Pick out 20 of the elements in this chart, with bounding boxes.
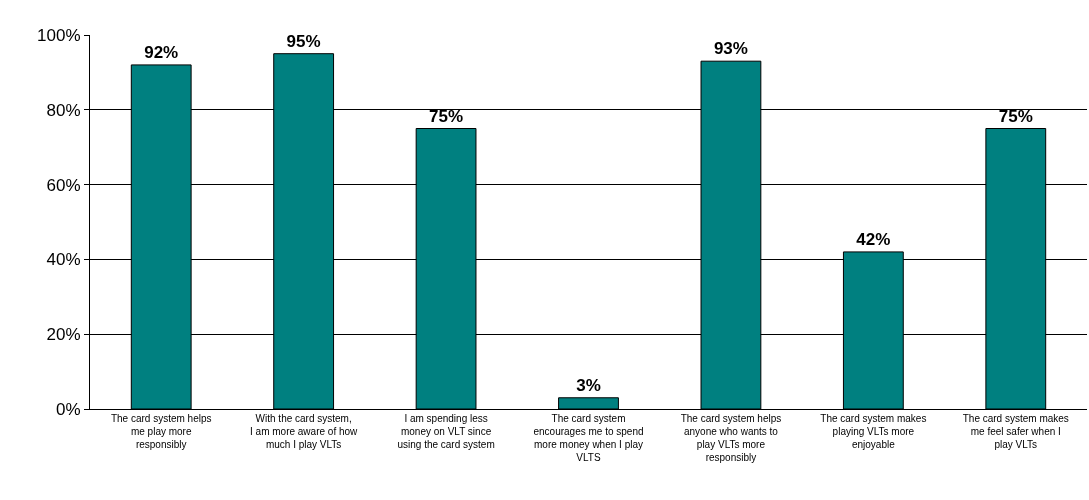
x-tick-label: The card system helps anyone who wants to play VLTs more responsibly	[680, 413, 782, 463]
data-label: 75%	[998, 106, 1033, 126]
data-label: 92%	[144, 42, 179, 62]
data-label: 3%	[576, 375, 601, 395]
x-tick-label: With the card system, I am more aware of how much I play VLTs	[250, 413, 359, 450]
data-label: 42%	[856, 229, 891, 249]
y-tick-label: 0%	[56, 399, 81, 419]
x-tick-label: The card system makes playing VLTs more enjoyable	[820, 413, 927, 450]
y-tick-label: 100%	[37, 25, 81, 45]
y-tick-label: 20%	[46, 325, 81, 345]
y-tick-label: 80%	[46, 100, 81, 120]
x-tick-label: The card system helps me play more responsibly	[110, 413, 212, 450]
x-tick-label: The card system encourages me to spend more money when I play VLTS	[533, 413, 644, 463]
x-tick-label: The card system makes me feel safer when I play VLTs	[962, 413, 1069, 450]
data-label: 95%	[286, 31, 321, 51]
y-tick-label: 60%	[46, 175, 81, 195]
y-tick-label: 40%	[46, 250, 81, 270]
x-tick-label: I am spending less money on VLT since using the card system	[397, 413, 495, 450]
data-label: 93%	[713, 39, 748, 59]
data-label: 75%	[429, 106, 464, 126]
